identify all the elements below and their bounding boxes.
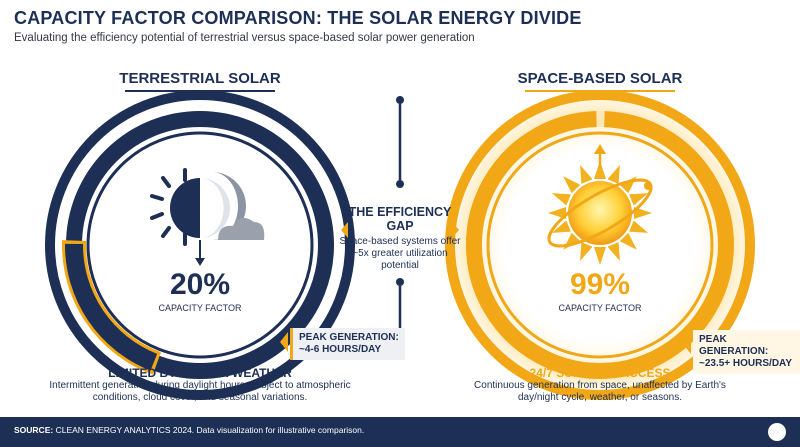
gap-arrow-right-icon	[452, 222, 459, 238]
terrestrial-caption: CAPACITY FACTOR	[158, 303, 242, 313]
source-label: SOURCE:	[14, 425, 54, 435]
gap-title: THE EFFICIENCY GAP	[348, 205, 452, 233]
page-title: CAPACITY FACTOR COMPARISON: THE SOLAR EN…	[14, 8, 582, 28]
terrestrial-limit-title: LIMITED BY NIGHT & WEATHER	[108, 366, 292, 380]
terrestrial-peak-callout: PEAK GENERATION: ~4-6 HOURS/DAY	[290, 328, 405, 360]
sun-moon-cloud-icon	[150, 168, 265, 266]
sun-ray	[629, 220, 648, 233]
sun-ray	[563, 176, 581, 194]
terrestrial-peak-line2: ~4-6 HOURS/DAY	[299, 344, 382, 355]
space-peak-line2: ~23.5+ HOURS/DAY	[699, 358, 793, 369]
terrestrial-outer-ring	[45, 90, 355, 400]
page-subtitle: Evaluating the efficiency potential of t…	[14, 32, 475, 44]
space-heading-text: SPACE-BASED SOLAR	[517, 70, 683, 87]
sun-orbit-icon	[547, 144, 653, 265]
space-access-title: 24/7 SUNLIGHT ACCESS	[529, 366, 671, 380]
terrestrial-limit-text: Intermittent generation during daylight …	[49, 380, 351, 403]
sun-ray	[634, 207, 652, 219]
peak-left-arrow-icon	[280, 332, 288, 352]
gap-arrow-left-icon	[341, 222, 348, 238]
terrestrial-inner-ring	[86, 131, 314, 359]
sun-ray	[552, 220, 571, 233]
space-outer-ring	[445, 90, 755, 400]
sun-ray	[580, 165, 593, 184]
footer: SOURCE: CLEAN ENERGY ANALYTICS 2024. Dat…	[0, 417, 800, 447]
terrestrial-value-arc-fill	[64, 243, 158, 371]
space-caption: CAPACITY FACTOR	[558, 303, 642, 313]
space-peak-line1: PEAK GENERATION:	[699, 334, 769, 357]
space-inner-ring	[486, 131, 714, 359]
space-value-arc	[465, 111, 734, 379]
terrestrial-peak-line1: PEAK GENERATION:	[299, 332, 399, 343]
peak-right-arrow-icon	[683, 334, 691, 354]
sun-ray	[607, 242, 620, 261]
sun-ray	[552, 193, 571, 206]
sun-ray	[607, 165, 620, 184]
space-peak-callout: PEAK GENERATION: ~23.5+ HOURS/DAY	[693, 330, 800, 374]
space-percent: 99%	[569, 268, 631, 301]
terrestrial-heading-text: TERRESTRIAL SOLAR	[119, 70, 281, 87]
terrestrial-percent: 20%	[169, 268, 231, 301]
space-access-text: Continuous generation from space, unaffe…	[474, 380, 726, 403]
sun-ray	[619, 232, 637, 250]
sun-ray	[594, 161, 606, 179]
sun-ray	[629, 193, 648, 206]
sun-ray	[580, 242, 593, 261]
header: CAPACITY FACTOR COMPARISON: THE SOLAR EN…	[14, 8, 582, 44]
efficiency-gap: THE EFFICIENCY GAP Space-based systems o…	[338, 205, 462, 272]
sun-ray	[594, 247, 606, 265]
source-text: CLEAN ENERGY ANALYTICS 2024. Data visual…	[55, 425, 365, 435]
gap-text: Space-based systems offer ~5x greater ut…	[339, 236, 461, 271]
brand-logo-icon	[768, 423, 786, 441]
sun-ray	[548, 207, 566, 219]
chart-canvas	[45, 89, 756, 401]
